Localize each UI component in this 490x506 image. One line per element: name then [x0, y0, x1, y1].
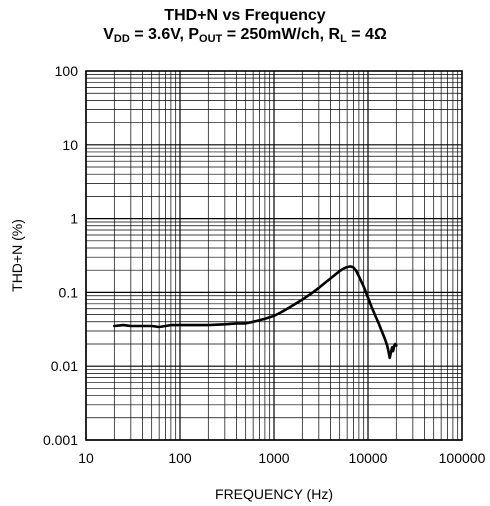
subtitle-part: = 3.6V, P: [129, 26, 200, 43]
subtitle-subscript: DD: [113, 33, 130, 45]
chart-subtitle: VDD = 3.6V, POUT = 250mW/ch, RL = 4Ω: [0, 25, 490, 45]
subtitle-part: = 250mW/ch, R: [222, 26, 341, 43]
y-tick-label: 0.01: [51, 358, 78, 374]
tick-labels: 10 100 1000 10000 100000 0.001 0.01 0.1 1 10 100: [43, 63, 486, 466]
x-tick-label: 10: [78, 450, 94, 466]
y-tick-label: 0.1: [59, 284, 79, 300]
y-tick-label: 0.001: [43, 432, 78, 448]
y-tick-label: 10: [62, 137, 78, 153]
y-tick-label: 1: [70, 211, 78, 227]
x-axis-label: FREQUENCY (Hz): [215, 486, 333, 502]
y-axis-label: THD+N (%): [9, 219, 25, 292]
x-tick-label: 100000: [439, 450, 486, 466]
subtitle-part: = 4Ω: [346, 26, 387, 43]
plot-frame: [85, 70, 463, 441]
x-tick-label: 100: [168, 450, 192, 466]
chart-title: THD+N vs Frequency: [164, 7, 326, 24]
subtitle-part: V: [103, 26, 114, 43]
x-tick-label: 10000: [349, 450, 388, 466]
thdn-curve: [113, 265, 398, 360]
grid-lines: [85, 71, 462, 441]
subtitle-subscript: L: [340, 33, 347, 45]
subtitle-subscript: OUT: [199, 33, 223, 45]
y-tick-label: 100: [55, 63, 79, 79]
x-tick-label: 1000: [258, 450, 289, 466]
